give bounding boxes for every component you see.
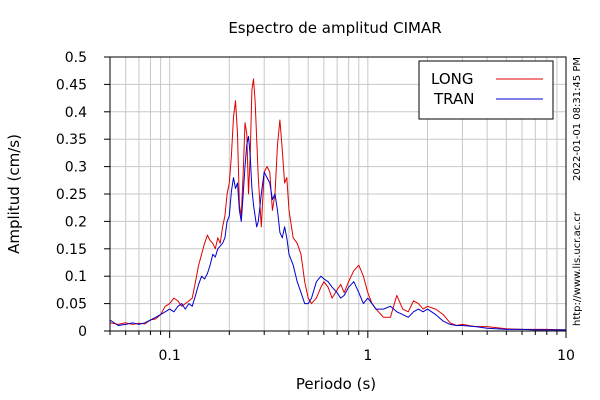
chart-title: Espectro de amplitud CIMAR — [228, 19, 441, 37]
y-tick-label: 0.15 — [56, 242, 87, 258]
y-tick-label: 0.45 — [56, 77, 87, 93]
y-tick-label: 0.2 — [65, 214, 87, 230]
y-tick-label: 0.5 — [65, 50, 87, 66]
axis-ticks: 0 0.05 0.1 0.15 0.2 0.25 0.3 0.35 0.4 0.45 0.5 0.1 1… — [56, 50, 575, 364]
timestamp-text: 2022-01-01 08:31:45 PM — [572, 57, 583, 181]
source-url-text: http://www.lis.ucr.ac.cr — [572, 211, 583, 326]
series-lines — [109, 78, 567, 331]
y-tick-label: 0.4 — [65, 105, 87, 121]
legend-label-long: LONG — [431, 70, 473, 88]
y-tick-label: 0 — [78, 324, 87, 340]
x-tick-label: 10 — [557, 348, 575, 364]
y-tick-label: 0.05 — [56, 297, 87, 313]
legend-label-tran: TRAN — [433, 90, 474, 108]
x-tick-label: 0.1 — [159, 348, 181, 364]
y-tick-label: 0.3 — [65, 160, 87, 176]
y-tick-label: 0.1 — [65, 269, 87, 285]
y-tick-label: 0.25 — [56, 187, 87, 203]
y-tick-label: 0.35 — [56, 132, 87, 148]
x-tick-label: 1 — [363, 348, 372, 364]
legend: LONG TRAN — [418, 60, 554, 120]
legend-box — [418, 60, 554, 120]
series-line-long — [109, 78, 567, 331]
series-line-tran — [109, 136, 566, 331]
y-axis-label: Amplitud (cm/s) — [5, 134, 23, 254]
x-axis-label: Periodo (s) — [296, 375, 376, 393]
